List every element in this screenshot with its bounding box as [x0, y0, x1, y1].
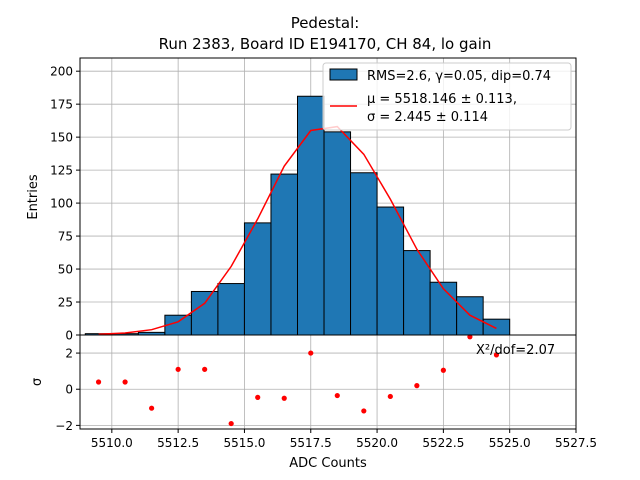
chi2-label: X²/dof=2.07: [476, 343, 555, 358]
histogram-bars: [84, 95, 511, 336]
y-axis-label-bottom: σ: [30, 378, 45, 386]
residual-point: [175, 366, 181, 372]
residual-point: [228, 420, 234, 427]
top-y-ticks: 0 25 50 75 100 125 150 175 200: [50, 65, 80, 343]
y-tick-label: 0: [65, 383, 73, 397]
x-tick-label: 5525.0: [489, 436, 531, 450]
legend-hist-swatch: [329, 68, 358, 81]
histogram-bar: [429, 281, 458, 336]
x-tick-label: 5515.0: [223, 436, 265, 450]
residual-point: [281, 395, 287, 401]
chart-title-line1: Pedestal:: [291, 14, 360, 32]
residual-point: [440, 367, 446, 373]
bottom-y-ticks: −2 0 2: [55, 347, 80, 433]
y-tick-label: 175: [50, 98, 73, 112]
fit-line: [98, 125, 497, 336]
histogram-bar: [323, 131, 352, 336]
legend-hist-label: RMS=2.6, γ=0.05, dip=0.74: [367, 69, 551, 84]
residual-point: [149, 405, 155, 411]
histogram-bar: [350, 172, 378, 336]
residual-point: [334, 392, 340, 399]
x-tick-label: 5520.0: [356, 436, 398, 450]
legend-fit-label-line2: σ = 2.445 ± 0.114: [367, 110, 488, 125]
residual-point: [255, 394, 261, 400]
x-axis-label: ADC Counts: [289, 456, 367, 471]
y-tick-label: 0: [65, 329, 73, 343]
y-axis-label-top: Entries: [26, 174, 41, 220]
x-tick-label: 5527.5: [555, 436, 597, 450]
histogram-bar: [403, 250, 431, 336]
y-tick-label: 150: [50, 131, 73, 145]
y-tick-label: 125: [50, 164, 73, 178]
y-tick-label: 75: [58, 230, 73, 244]
residual-point: [95, 379, 102, 385]
histogram-bar: [376, 206, 405, 336]
residual-point: [361, 408, 367, 414]
x-ticks: 5510.0 5512.5 5515.0 5517.5 5520.0 5522.5 5525…: [91, 429, 597, 450]
chart-title-line2: Run 2383, Board ID E194170, CH 84, lo ga…: [159, 35, 492, 53]
residual-point: [493, 352, 500, 358]
y-tick-label: 2: [65, 347, 73, 361]
legend: RMS=2.6, γ=0.05, dip=0.74 μ = 5518.146 ±…: [322, 62, 572, 131]
histogram-bar: [217, 283, 245, 336]
bottom-axes-frame: [79, 334, 577, 430]
x-tick-label: 5512.5: [157, 436, 199, 450]
y-tick-label: 200: [50, 65, 73, 79]
x-tick-label: 5510.0: [91, 436, 133, 450]
residual-point: [122, 379, 128, 385]
residual-point: [202, 366, 208, 372]
residual-point: [387, 393, 393, 400]
histogram-bar: [296, 95, 325, 336]
residual-point: [467, 334, 473, 340]
residual-point: [414, 383, 420, 389]
y-tick-label: 50: [58, 263, 73, 277]
residual-points: [95, 334, 500, 427]
histogram-bar: [270, 173, 298, 336]
y-tick-label: −2: [55, 419, 73, 433]
histogram-bar: [243, 222, 272, 336]
residual-point: [308, 350, 314, 356]
histogram-bar: [190, 290, 219, 336]
y-tick-label: 100: [50, 197, 73, 211]
x-tick-label: 5522.5: [422, 436, 464, 450]
y-tick-label: 25: [58, 296, 73, 310]
x-tick-label: 5517.5: [290, 436, 332, 450]
legend-box: [322, 62, 572, 131]
histogram-bar: [482, 318, 511, 336]
legend-fit-label-line1: μ = 5518.146 ± 0.113,: [367, 92, 517, 107]
